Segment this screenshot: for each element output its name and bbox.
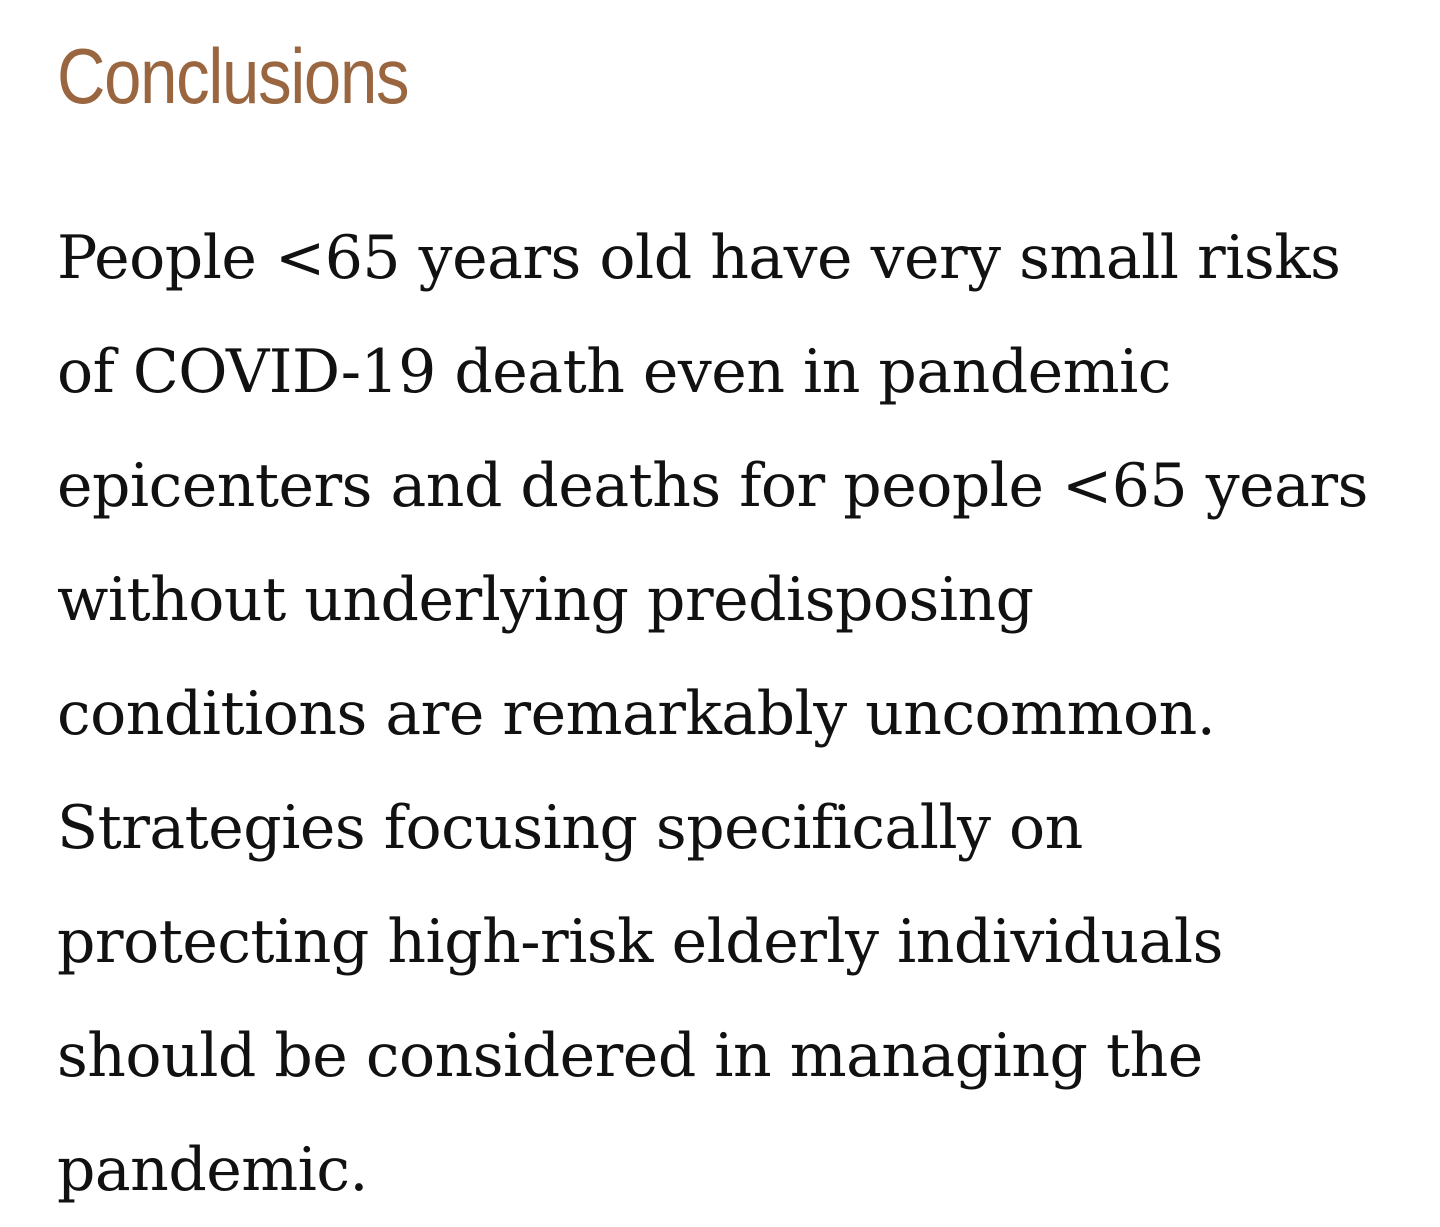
paragraph-line: pandemic. <box>57 1135 369 1205</box>
paragraph-line: without underlying predisposing <box>57 565 1034 635</box>
conclusions-section: Conclusions People <65 years old have ve… <box>57 30 1407 1227</box>
paragraph-line: of COVID-19 death even in pandemic <box>57 337 1171 407</box>
section-heading: Conclusions <box>57 32 410 120</box>
paragraph-line: People <65 years old have very small ris… <box>57 223 1341 293</box>
paragraph-line: protecting high-risk elderly individuals <box>57 907 1223 977</box>
paragraph-line: epicenters and deaths for people <65 yea… <box>57 451 1368 521</box>
paragraph-line: Strategies focusing specifically on <box>57 793 1083 863</box>
paragraph-line: should be considered in managing the <box>57 1021 1203 1091</box>
paragraph-line: conditions are remarkably uncommon. <box>57 679 1216 749</box>
conclusions-paragraph: People <65 years old have very small ris… <box>57 201 1407 1227</box>
